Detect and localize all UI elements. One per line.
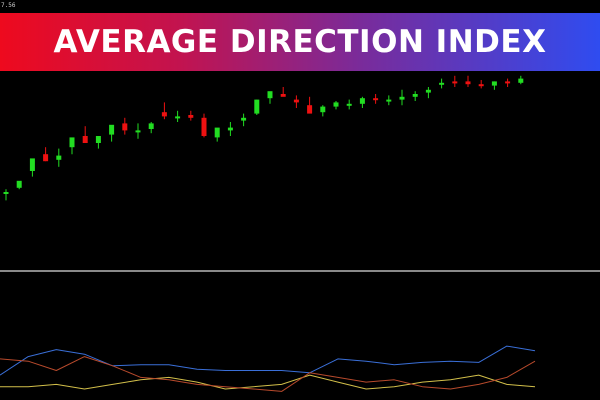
candle-16 (201, 113, 207, 138)
bear-candle-body (505, 81, 511, 84)
candle-22 (280, 87, 286, 97)
banner-title: AVERAGE DIRECTION INDEX (53, 24, 547, 60)
plus-di-line (0, 374, 536, 390)
candle-34 (439, 78, 445, 89)
candle-9 (109, 124, 115, 142)
candle-39 (505, 78, 511, 87)
candle-36 (465, 75, 471, 87)
candle-1 (3, 189, 9, 201)
bear-candle-body (161, 112, 167, 117)
bear-candle-body (122, 123, 128, 131)
indicator-separator (0, 270, 600, 272)
bull-candle-body (399, 96, 405, 100)
candle-23 (293, 95, 299, 108)
candle-37 (478, 80, 484, 89)
bull-candle-body (267, 91, 273, 99)
candle-12 (148, 122, 154, 134)
candle-8 (95, 136, 101, 149)
bear-candle-body (452, 81, 458, 84)
bull-candle-body (175, 116, 181, 119)
candle-11 (135, 123, 141, 139)
bull-candle-body (95, 136, 101, 143)
bear-candle-body (188, 115, 194, 118)
bull-candle-body (518, 78, 524, 83)
candle-35 (452, 75, 458, 87)
bull-candle-body (254, 99, 260, 114)
bull-candle-body (333, 102, 339, 107)
bull-candle-body (425, 89, 431, 93)
candle-15 (188, 110, 194, 121)
bear-candle-body (307, 105, 313, 114)
bear-candle-body (201, 117, 207, 136)
candle-10 (122, 117, 128, 135)
candle-7 (82, 126, 88, 143)
bear-candle-body (373, 98, 379, 101)
candle-40 (518, 75, 524, 85)
candle-2 (16, 180, 22, 190)
bull-candle-body (412, 94, 418, 97)
bull-candle-body (491, 81, 497, 86)
candle-38 (491, 81, 497, 90)
candle-28 (359, 96, 365, 108)
candle-21 (267, 91, 273, 104)
minus-di-line (0, 356, 536, 392)
bull-candle-body (16, 180, 22, 188)
candle-18 (227, 122, 233, 136)
bull-candle-body (241, 117, 247, 121)
bull-candle-body (386, 99, 392, 102)
candle-6 (69, 137, 75, 155)
bull-candle-body (359, 98, 365, 104)
candle-5 (56, 148, 62, 167)
chart-corner-label: 7.56 (1, 2, 16, 9)
candle-3 (29, 158, 35, 177)
bull-candle-body (320, 106, 326, 113)
bull-candle-body (439, 82, 445, 85)
bull-candle-body (3, 192, 9, 194)
bear-candle-body (465, 81, 471, 85)
bull-candle-body (135, 130, 141, 133)
bull-candle-body (227, 127, 233, 131)
bear-candle-body (280, 94, 286, 97)
candle-25 (320, 105, 326, 117)
candle-4 (43, 147, 49, 162)
candle-17 (214, 127, 220, 142)
bear-candle-body (293, 99, 299, 103)
candle-20 (254, 99, 260, 115)
adx-line (0, 345, 536, 376)
bull-candle-body (109, 124, 115, 135)
candle-26 (333, 101, 339, 110)
bear-candle-body (478, 84, 484, 87)
bull-candle-body (56, 155, 62, 160)
candle-32 (412, 91, 418, 101)
candle-30 (386, 95, 392, 106)
price-candles (3, 75, 524, 201)
candle-33 (425, 87, 431, 99)
bull-candle-body (69, 137, 75, 148)
candle-19 (241, 113, 247, 127)
bull-candle-body (29, 158, 35, 171)
bull-candle-body (346, 103, 352, 106)
candle-29 (373, 94, 379, 104)
candle-14 (175, 110, 181, 122)
candle-24 (307, 96, 313, 114)
bear-candle-body (82, 136, 88, 143)
candle-13 (161, 102, 167, 120)
bear-candle-body (43, 154, 49, 162)
title-banner: AVERAGE DIRECTION INDEX (0, 13, 600, 71)
bull-candle-body (148, 123, 154, 129)
adx-indicator-lines (0, 345, 536, 392)
candle-27 (346, 99, 352, 110)
candle-31 (399, 89, 405, 106)
bull-candle-body (214, 127, 220, 138)
